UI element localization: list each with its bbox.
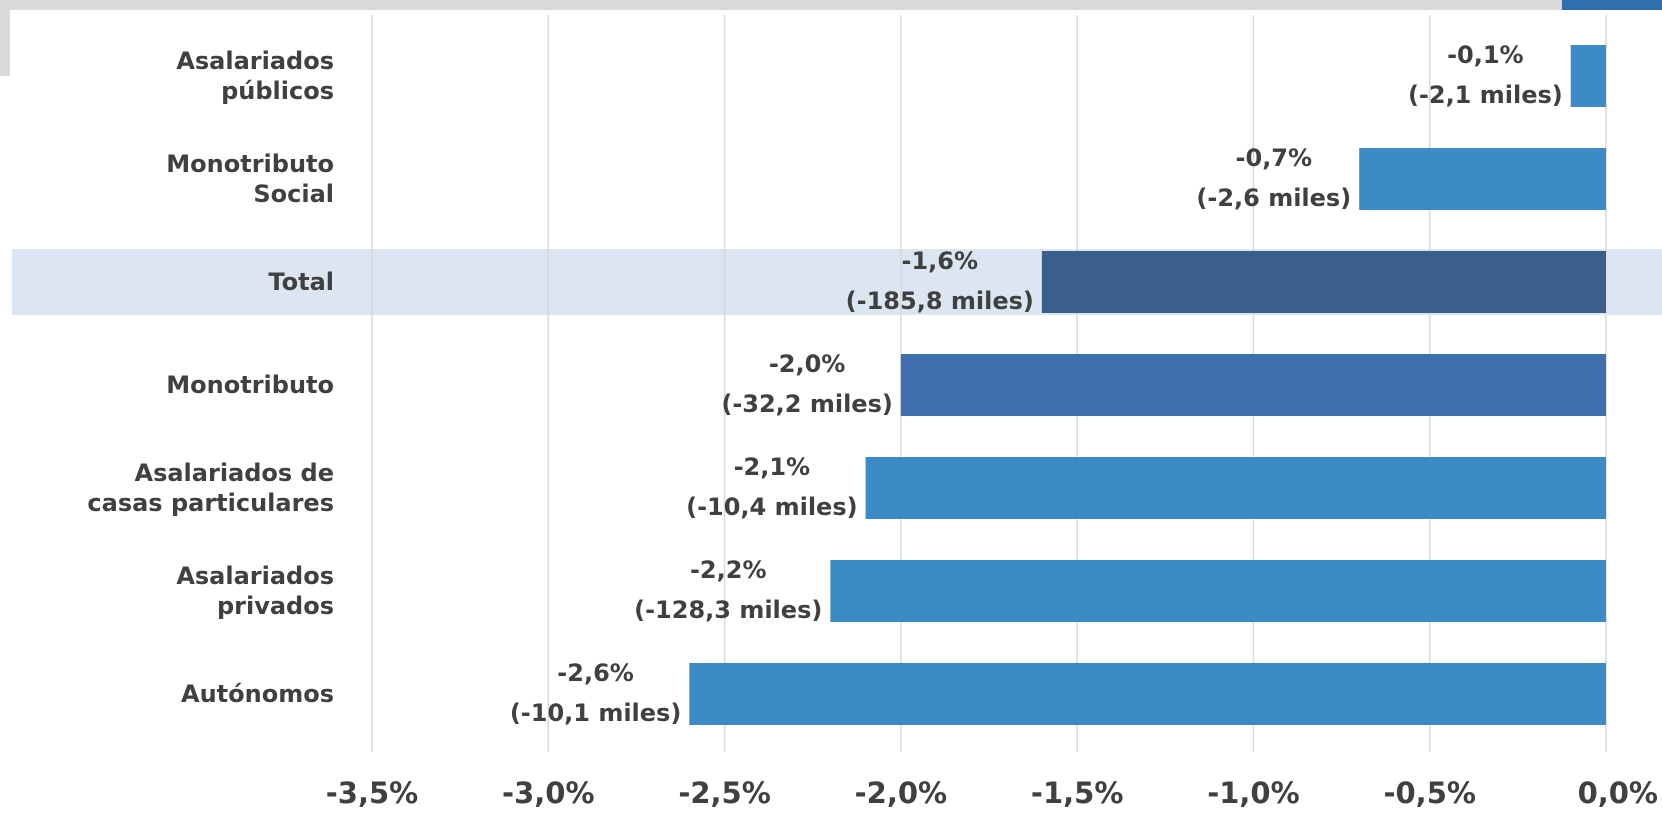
- category-label: Asalariados de: [135, 459, 335, 487]
- category-label: Autónomos: [181, 680, 334, 708]
- x-tick-label: -2,0%: [855, 776, 947, 810]
- data-label-count: (-128,3 miles): [634, 596, 822, 624]
- top-accent-block: [1562, 0, 1662, 10]
- x-tick-label: 0,0%: [1578, 776, 1658, 810]
- data-label-percent: -2,1%: [734, 453, 811, 481]
- data-label-count: (-2,1 miles): [1408, 81, 1563, 109]
- category-label: Social: [253, 180, 334, 208]
- bar: [1041, 251, 1606, 313]
- x-tick-label: -1,5%: [1031, 776, 1123, 810]
- category-label: Monotributo: [166, 150, 334, 178]
- category-label: públicos: [221, 77, 334, 105]
- data-label-count: (-32,2 miles): [721, 390, 893, 418]
- data-label-percent: -0,1%: [1447, 41, 1524, 69]
- x-tick-label: -2,5%: [678, 776, 770, 810]
- top-decorative-band: [0, 0, 1662, 10]
- bar: [900, 354, 1606, 416]
- left-decorative-band: [0, 10, 10, 76]
- bar: [689, 663, 1606, 725]
- data-label-count: (-10,1 miles): [510, 699, 682, 727]
- x-tick-label: -3,0%: [502, 776, 594, 810]
- data-label-count: (-10,4 miles): [686, 493, 858, 521]
- data-label-percent: -2,2%: [690, 556, 767, 584]
- category-label: casas particulares: [87, 489, 334, 517]
- data-label-percent: -2,6%: [557, 659, 634, 687]
- x-tick-label: -3,5%: [326, 776, 418, 810]
- x-tick-label: -1,0%: [1207, 776, 1299, 810]
- data-labels: (-2,1 miles) -0,1% (-2,6 miles) -0,7% (-185,…: [510, 41, 1563, 727]
- category-label: Asalariados: [176, 47, 334, 75]
- data-label-percent: -0,7%: [1236, 144, 1313, 172]
- category-label: Monotributo: [166, 371, 334, 399]
- data-label-count: (-185,8 miles): [846, 287, 1034, 315]
- category-label: Asalariados: [176, 562, 334, 590]
- category-labels: AsalariadospúblicosMonotributoSocialTota…: [87, 47, 334, 708]
- bar: [1570, 45, 1606, 107]
- data-label-percent: -2,0%: [769, 350, 846, 378]
- bar: [830, 560, 1606, 622]
- category-label: Total: [268, 268, 334, 296]
- category-label: privados: [217, 592, 334, 620]
- bars: [689, 45, 1606, 725]
- bar: [1359, 148, 1606, 210]
- data-label-count: (-2,6 miles): [1196, 184, 1351, 212]
- bar: [865, 457, 1606, 519]
- data-label-percent: -1,6%: [902, 247, 979, 275]
- x-tick-label: -0,5%: [1383, 776, 1475, 810]
- x-axis-tick-labels: -3,5% -3,0% -2,5% -2,0% -1,5% -1,0% -0,5% 0,0%: [326, 776, 1658, 810]
